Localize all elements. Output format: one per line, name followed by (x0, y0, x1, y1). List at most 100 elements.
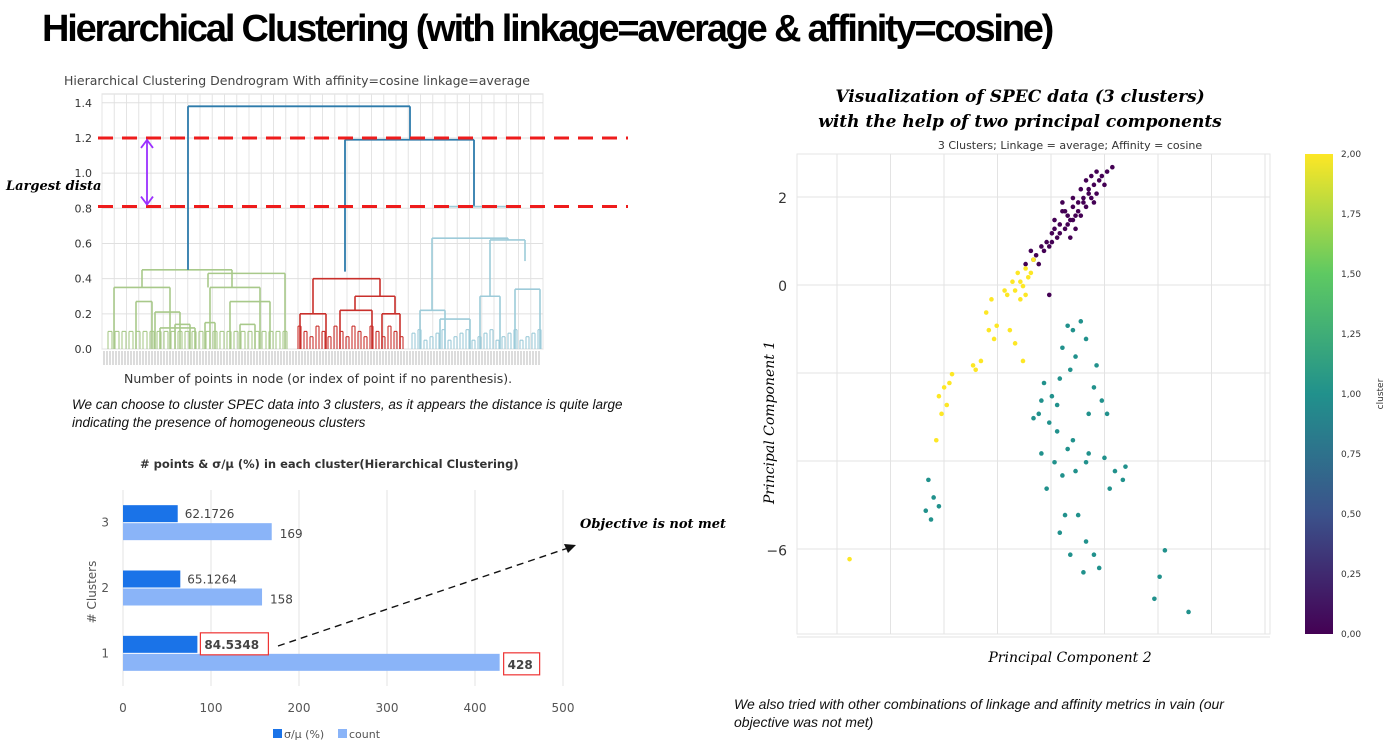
pca-point-cluster-2 (847, 556, 852, 562)
bar-value-label: 62.1726 (185, 507, 235, 521)
bar-y-tick-label: 2 (101, 581, 109, 595)
pca-point-cluster-0 (1094, 191, 1099, 196)
pca-point-cluster-0 (1046, 292, 1052, 298)
pca-point-cluster-1 (1057, 376, 1063, 381)
pca-point-cluster-2 (994, 323, 1000, 329)
dendrogram-y-tick-label: 0.8 (75, 202, 93, 215)
largest-distance-arrowhead (140, 196, 154, 207)
pca-point-cluster-0 (1054, 235, 1060, 240)
pca-point-cluster-0 (1083, 204, 1089, 210)
pca-scatter-chart: 2 0 −6 0,00 0,25 0,50 0,75 1,00 1,25 1,50 1,75 2,00… (766, 150, 1386, 640)
highlight-box (199, 632, 269, 656)
pca-point-cluster-1 (1067, 367, 1073, 373)
pca-point-cluster-2 (1025, 275, 1031, 280)
pca-point-cluster-2 (933, 437, 939, 443)
bar-x-tick-label: 200 (288, 701, 311, 715)
objective-arrow (277, 545, 575, 647)
colorbar-tick-label: 1,25 (1341, 330, 1361, 340)
pca-point-cluster-0 (1078, 186, 1084, 192)
pca-point-cluster-1 (1054, 429, 1060, 434)
bar-chart: 0 100 200 300 400 500 # Clusters 1 84.5348 428 2 65… (85, 490, 576, 741)
pca-point-cluster-1 (1086, 411, 1091, 417)
pca-point-cluster-0 (1089, 195, 1094, 201)
pca-point-cluster-0 (1023, 261, 1028, 267)
dendrogram-y-tick-label: 1.0 (75, 167, 93, 180)
pca-point-cluster-1 (1094, 363, 1099, 368)
pca-point-cluster-2 (947, 380, 952, 386)
pca-point-cluster-0 (1075, 200, 1081, 205)
bar-x-tick-label: 100 (200, 701, 223, 715)
pca-point-cluster-1 (1049, 393, 1055, 399)
pca-point-cluster-1 (1070, 437, 1076, 443)
dendrogram-title: Hierarchical Clustering Dendrogram With … (64, 73, 530, 88)
bar-chart-title: # points & σ/μ (%) in each cluster(Hiera… (140, 457, 519, 471)
pca-point-cluster-2 (944, 402, 950, 408)
pca-point-cluster-2 (1020, 358, 1026, 364)
colorbar-tick-label: 1,75 (1341, 210, 1361, 220)
pca-point-cluster-2 (1020, 283, 1026, 289)
pca-point-cluster-0 (1052, 226, 1057, 232)
pca-point-cluster-0 (1083, 178, 1089, 183)
pca-point-cluster-2 (978, 358, 984, 364)
pca-point-cluster-1 (1036, 411, 1042, 417)
highlight-box (503, 652, 541, 676)
pca-point-cluster-1 (1107, 486, 1113, 491)
pca-y-tick-label: 2 (778, 191, 787, 207)
dendrogram-y-tick-label: 0.0 (75, 343, 93, 356)
pca-point-cluster-0 (1102, 182, 1107, 188)
pca-point-cluster-1 (1057, 530, 1063, 536)
pca-point-cluster-2 (1018, 297, 1023, 302)
pca-point-cluster-0 (1081, 195, 1086, 201)
pca-point-cluster-2 (973, 367, 978, 373)
pca-point-cluster-1 (1073, 468, 1078, 474)
pca-point-cluster-2 (970, 363, 976, 368)
pca-point-cluster-2 (1012, 341, 1018, 346)
legend-swatch-count (338, 729, 347, 738)
pca-point-cluster-0 (1067, 235, 1073, 240)
pca-point-cluster-2 (1012, 288, 1018, 293)
pca-point-cluster-2 (941, 385, 947, 390)
page-title: Hierarchical Clustering (with linkage=av… (42, 8, 1054, 50)
pca-point-cluster-0 (1094, 169, 1099, 174)
pca-point-cluster-2 (989, 297, 994, 302)
pca-point-cluster-1 (1060, 345, 1065, 351)
pca-point-cluster-1 (1157, 574, 1162, 580)
bar-y-tick-label: 3 (101, 516, 109, 530)
pca-point-cluster-0 (1086, 186, 1091, 192)
pca-point-cluster-2 (1023, 292, 1028, 298)
pca-point-cluster-2 (1018, 279, 1023, 285)
pca-plot-area (796, 153, 1271, 635)
pca-point-cluster-2 (1010, 279, 1015, 285)
bar-y-tick-label: 1 (101, 646, 109, 660)
pca-point-cluster-1 (1041, 380, 1047, 386)
colorbar-tick-label: 0,50 (1341, 510, 1361, 520)
pca-point-cluster-0 (1062, 208, 1068, 214)
pca-point-cluster-0 (1099, 173, 1105, 179)
pca-point-cluster-1 (931, 495, 936, 500)
dendrogram-y-tick-label: 1.2 (75, 132, 93, 145)
pca-point-cluster-1 (936, 503, 942, 509)
bar-x-tick-label: 300 (376, 701, 399, 715)
pca-y-tick-label: −6 (766, 543, 787, 559)
pca-point-cluster-0 (1046, 244, 1052, 249)
pca-point-cluster-0 (1065, 213, 1070, 218)
pca-point-cluster-0 (1049, 230, 1055, 236)
colorbar-tick-label: 1,50 (1341, 270, 1361, 280)
bar-sigma-mu (123, 635, 198, 653)
bar-value-label: 169 (280, 527, 303, 541)
pca-point-cluster-1 (1067, 552, 1073, 558)
pca-point-cluster-1 (1162, 548, 1168, 553)
pca-point-cluster-1 (1075, 512, 1081, 518)
legend-label-count: count (349, 728, 381, 741)
pca-point-cluster-1 (1152, 596, 1157, 602)
pca-point-cluster-1 (1096, 565, 1102, 571)
pca-point-cluster-1 (1052, 459, 1057, 465)
pca-point-cluster-0 (1110, 164, 1115, 170)
pca-point-cluster-1 (1060, 473, 1065, 478)
pca-point-cluster-1 (926, 477, 931, 483)
bar-x-tick-label: 400 (464, 701, 487, 715)
dendrogram-x-axis-label: Number of points in node (or index of po… (124, 371, 513, 386)
colorbar-tick-label: 0,00 (1341, 630, 1361, 640)
colorbar-tick-label: 1,00 (1341, 390, 1361, 400)
bar-count (123, 523, 272, 541)
